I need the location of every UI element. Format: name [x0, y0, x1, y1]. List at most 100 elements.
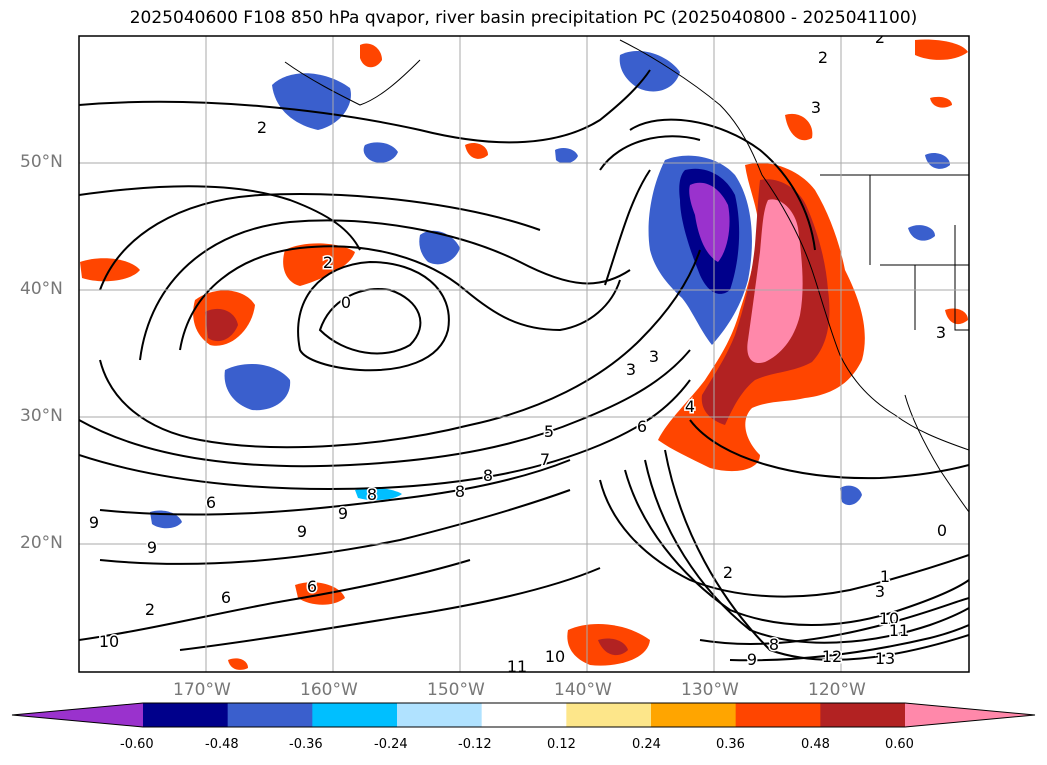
contour-label: 11: [889, 621, 909, 640]
colorbar-tick: -0.12: [458, 737, 492, 752]
colorbar-cell: [566, 703, 652, 727]
pos-patch: [465, 143, 488, 159]
contour-label: 10: [545, 647, 565, 666]
pos-patch: [930, 96, 952, 108]
colorbar-tick: -0.36: [289, 737, 323, 752]
colorbar: [11, 702, 1036, 728]
lon-label-140w: 140°W: [554, 680, 612, 700]
colorbar-cells: [143, 703, 906, 727]
neg-patch: [419, 230, 460, 265]
pos-patch: [205, 308, 238, 342]
contour-label: 3: [811, 98, 821, 117]
pos-patch: [228, 658, 248, 670]
colorbar-cell: [312, 703, 398, 727]
contour-label: 3: [649, 347, 659, 366]
contour-label: 9: [89, 513, 99, 532]
lat-label-20n: 20°N: [20, 533, 63, 553]
pos-anomaly-peak: [747, 199, 803, 364]
precip-shading: [80, 39, 968, 670]
qvapor-contours: [79, 69, 969, 662]
pos-patch: [360, 43, 382, 68]
colorbar-cell: [397, 703, 483, 727]
neg-patch: [355, 487, 402, 501]
colorbar-cell: [735, 703, 821, 727]
neg-patch: [272, 73, 351, 130]
coastlines: [284, 39, 969, 513]
colorbar-cell: [227, 703, 313, 727]
contour-label: 9: [338, 504, 348, 523]
contour-label: 6: [221, 588, 231, 607]
neg-patch: [840, 485, 862, 506]
contour-label: 8: [483, 466, 493, 485]
contour-label: 3: [875, 582, 885, 601]
pos-patch: [295, 582, 345, 605]
contour-label: 2: [875, 28, 885, 47]
colorbar-cell: [481, 703, 567, 727]
pos-patch: [785, 113, 813, 141]
pos-patch: [945, 308, 968, 325]
colorbar-tick: 0.24: [632, 737, 661, 752]
colorbar-tick: -0.60: [120, 737, 154, 752]
contour-label: 2: [818, 48, 828, 67]
pos-patch: [915, 39, 968, 60]
coastline-baja: [904, 394, 969, 513]
contour-label: 3: [626, 360, 636, 379]
neg-patch: [555, 148, 578, 164]
colorbar-extend-min: [12, 703, 143, 727]
contour-label: 6: [307, 577, 317, 596]
neg-patch: [925, 153, 950, 169]
lon-label-130w: 130°W: [681, 680, 739, 700]
colorbar-cell: [820, 703, 906, 727]
colorbar-outline: [11, 702, 1036, 728]
neg-patch: [224, 364, 291, 411]
state-borders: [820, 174, 969, 331]
contour-label: 3: [936, 323, 946, 342]
neg-patch: [363, 142, 398, 163]
contour-label: 0: [341, 293, 351, 312]
pos-patch: [598, 638, 628, 656]
lon-label-160w: 160°W: [300, 680, 358, 700]
contour-label: 5: [544, 422, 554, 441]
colorbar-tick: 0.12: [547, 737, 576, 752]
lon-label-150w: 150°W: [427, 680, 485, 700]
contour-label: 8: [455, 482, 465, 501]
contour-label: 10: [879, 609, 899, 628]
pos-patch: [283, 243, 355, 286]
coastline-alaska: [284, 59, 421, 106]
contour-label: 10: [99, 632, 119, 651]
contour-label: 6: [206, 493, 216, 512]
contour-label: 8: [769, 635, 779, 654]
contour-label: 9: [147, 538, 157, 557]
colorbar-extend-max: [905, 703, 1035, 727]
colorbar-tick: -0.48: [205, 737, 239, 752]
contour-label: 4: [685, 397, 695, 416]
contour-label: 12: [822, 647, 842, 666]
contour-label: 13: [875, 649, 895, 668]
colorbar-tick: 0.60: [885, 737, 914, 752]
contour-label: 8: [367, 485, 377, 504]
coastline-north-america: [619, 39, 969, 451]
neg-patch: [908, 225, 935, 241]
contour-label: 11: [507, 657, 527, 676]
colorbar-cell: [143, 703, 229, 727]
colorbar-cell: [651, 703, 737, 727]
gridlines: [79, 36, 969, 672]
contour-label: 9: [747, 650, 757, 669]
lon-label-170w: 170°W: [173, 680, 231, 700]
contour-label: 2: [723, 563, 733, 582]
contour-label: 2: [145, 600, 155, 619]
lat-label-30n: 30°N: [20, 406, 63, 426]
lon-label-120w: 120°W: [808, 680, 866, 700]
contour-label: 0: [937, 521, 947, 540]
contour-label: 2: [323, 253, 333, 272]
contour-label: 7: [540, 450, 550, 469]
neg-anomaly-peak: [689, 182, 730, 262]
contour-label: 1: [880, 567, 890, 586]
contour-label: 9: [297, 522, 307, 541]
colorbar-tick: 0.36: [716, 737, 745, 752]
map-title: 2025040600 F108 850 hPa qvapor, river ba…: [129, 8, 918, 28]
colorbar-tick: 0.48: [801, 737, 830, 752]
